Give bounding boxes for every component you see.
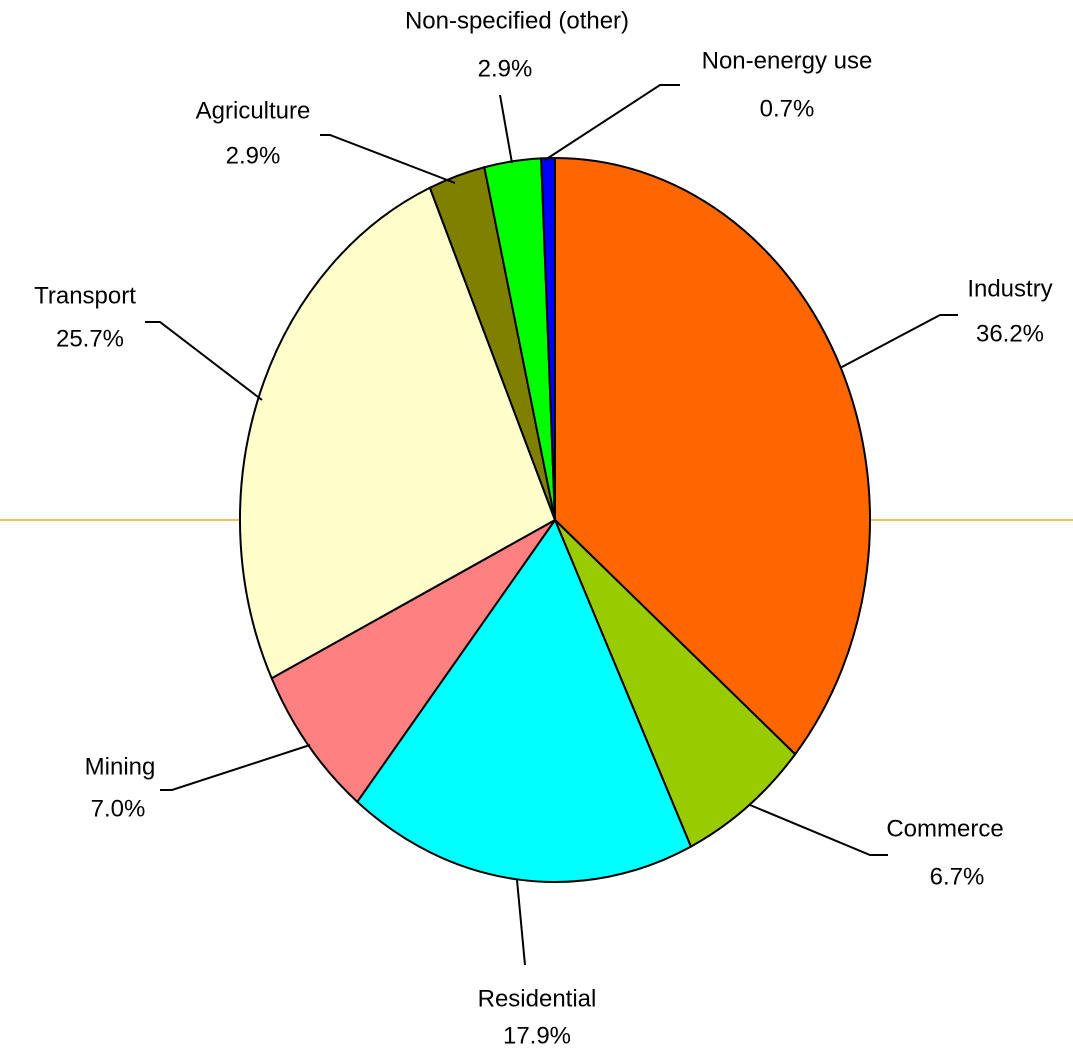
value-label: 2.9% <box>226 142 281 169</box>
value-label: 7.0% <box>91 795 146 822</box>
slice-label: Agriculture <box>196 97 311 124</box>
slice-label: Residential <box>478 985 597 1012</box>
pie-slice <box>355 517 693 883</box>
leader-line <box>160 744 311 791</box>
leader-line <box>839 314 958 369</box>
pie-slice <box>239 186 557 680</box>
slice-label: Mining <box>85 753 156 780</box>
leader-line <box>320 134 456 184</box>
leader-line <box>749 804 888 856</box>
value-label: 17.9% <box>503 1022 571 1049</box>
slice-label: Non-specified (other) <box>405 7 629 34</box>
slice-label: Industry <box>967 275 1052 302</box>
leader-line <box>516 879 526 966</box>
value-label: 25.7% <box>56 325 124 352</box>
leader-line <box>499 94 513 164</box>
pie-slice <box>554 519 797 848</box>
value-label: 0.7% <box>760 95 815 122</box>
value-label: 2.9% <box>478 55 533 82</box>
value-label: 6.7% <box>930 863 985 890</box>
slice-label: Transport <box>34 282 136 309</box>
leader-line <box>544 84 680 161</box>
slice-label: Non-energy use <box>702 47 873 74</box>
value-label: 36.2% <box>976 320 1044 347</box>
slice-label: Commerce <box>886 815 1003 842</box>
leader-line <box>145 321 263 401</box>
